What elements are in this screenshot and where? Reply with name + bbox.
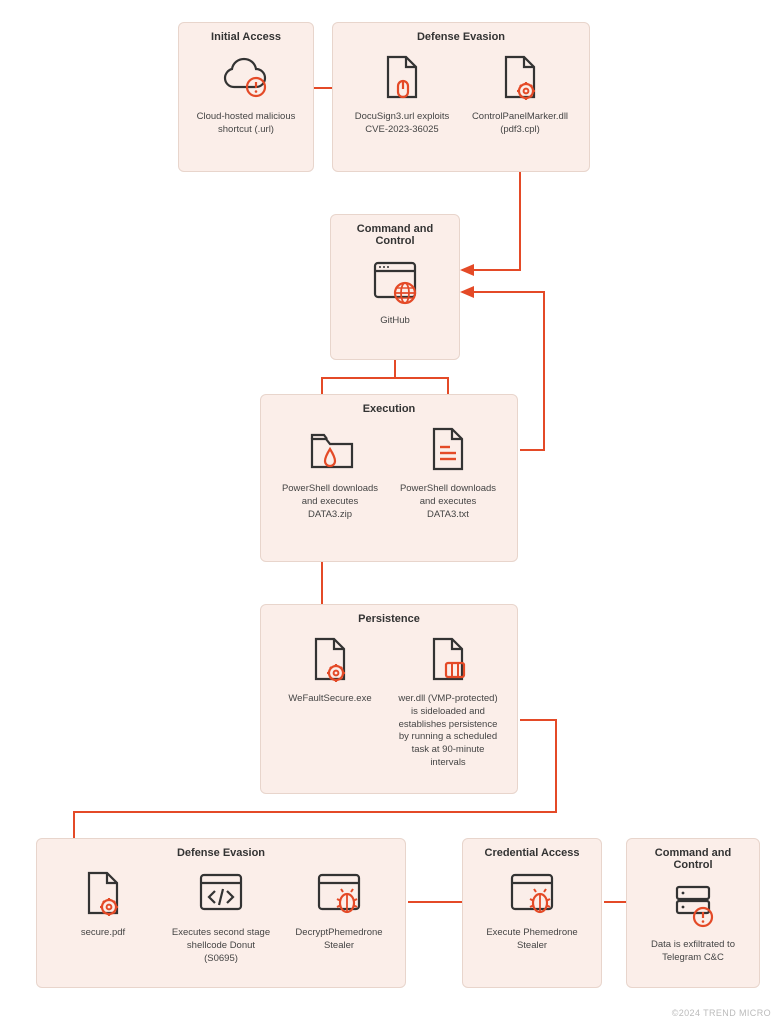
file-gear-icon	[75, 865, 131, 921]
stage-initial_access: Initial Access Cloud-hosted malicious sho…	[178, 22, 314, 172]
node-caption: ControlPanelMarker.dll (pdf3.cpl)	[470, 111, 570, 137]
stage-title: Execution	[269, 403, 509, 415]
stage-title: Credential Access	[471, 847, 593, 859]
server-alert-icon	[665, 877, 721, 933]
cloud-alert-icon	[218, 49, 274, 105]
stage-title: Command and Control	[339, 223, 451, 247]
stage-title: Persistence	[269, 613, 509, 625]
node-credential_access-0: Execute Phemedrone Stealer	[482, 865, 582, 953]
node-defense_evasion_1-1: ControlPanelMarker.dll (pdf3.cpl)	[470, 49, 570, 137]
node-defense_evasion_2-1: Executes second stage shellcode Donut (S…	[171, 865, 271, 965]
node-defense_evasion_2-0: secure.pdf	[53, 865, 153, 965]
node-caption: DocuSign3.url exploits CVE-2023-36025	[352, 111, 452, 137]
stage-title: Defense Evasion	[45, 847, 397, 859]
node-c2_2-0: Data is exfiltrated to Telegram C&C	[643, 877, 743, 965]
node-initial_access-0: Cloud-hosted malicious shortcut (.url)	[196, 49, 296, 137]
stage-title: Initial Access	[187, 31, 305, 43]
node-caption: Cloud-hosted malicious shortcut (.url)	[196, 111, 296, 137]
node-caption: Executes second stage shellcode Donut (S…	[171, 927, 271, 965]
stage-credential_access: Credential Access Execute Phemedrone Stea…	[462, 838, 602, 988]
folder-drip-icon	[302, 421, 358, 477]
stage-c2_2: Command and Control Data is exfiltrated t…	[626, 838, 760, 988]
file-gear-icon	[492, 49, 548, 105]
stage-defense_evasion_1: Defense Evasion DocuSign3.url exploits CV…	[332, 22, 590, 172]
node-caption: Execute Phemedrone Stealer	[482, 927, 582, 953]
node-persistence-1: wer.dll (VMP-protected) is sideloaded an…	[398, 631, 498, 770]
browser-bug-icon	[311, 865, 367, 921]
node-caption: Data is exfiltrated to Telegram C&C	[643, 939, 743, 965]
node-caption: WeFaultSecure.exe	[288, 693, 371, 706]
file-gear-icon	[302, 631, 358, 687]
node-caption: PowerShell downloads and executes DATA3.…	[280, 483, 380, 521]
file-mouse-icon	[374, 49, 430, 105]
node-persistence-0: WeFaultSecure.exe	[280, 631, 380, 770]
file-lines-icon	[420, 421, 476, 477]
stage-execution: Execution PowerShell downloads and execut…	[260, 394, 518, 562]
edge-2	[462, 172, 520, 270]
stage-c2_1: Command and Control GitHub	[330, 214, 460, 360]
stage-persistence: Persistence WeFaultSecure.exe wer.dll (VMP…	[260, 604, 518, 794]
node-defense_evasion_2-2: DecryptPhemedrone Stealer	[289, 865, 389, 965]
node-execution-1: PowerShell downloads and executes DATA3.…	[398, 421, 498, 521]
node-execution-0: PowerShell downloads and executes DATA3.…	[280, 421, 380, 521]
node-caption: wer.dll (VMP-protected) is sideloaded an…	[398, 693, 498, 770]
node-caption: PowerShell downloads and executes DATA3.…	[398, 483, 498, 521]
node-caption: DecryptPhemedrone Stealer	[289, 927, 389, 953]
browser-bug-icon	[504, 865, 560, 921]
stage-defense_evasion_2: Defense Evasion secure.pdf Executes second…	[36, 838, 406, 988]
footer-copyright: ©2024 TREND MICRO	[672, 1008, 771, 1018]
file-shield-icon	[420, 631, 476, 687]
node-c2_1-0: GitHub	[345, 253, 445, 328]
browser-globe-icon	[367, 253, 423, 309]
stage-title: Command and Control	[635, 847, 751, 871]
node-caption: GitHub	[380, 315, 410, 328]
browser-code-icon	[193, 865, 249, 921]
node-defense_evasion_1-0: DocuSign3.url exploits CVE-2023-36025	[352, 49, 452, 137]
stage-title: Defense Evasion	[341, 31, 581, 43]
node-caption: secure.pdf	[81, 927, 125, 940]
